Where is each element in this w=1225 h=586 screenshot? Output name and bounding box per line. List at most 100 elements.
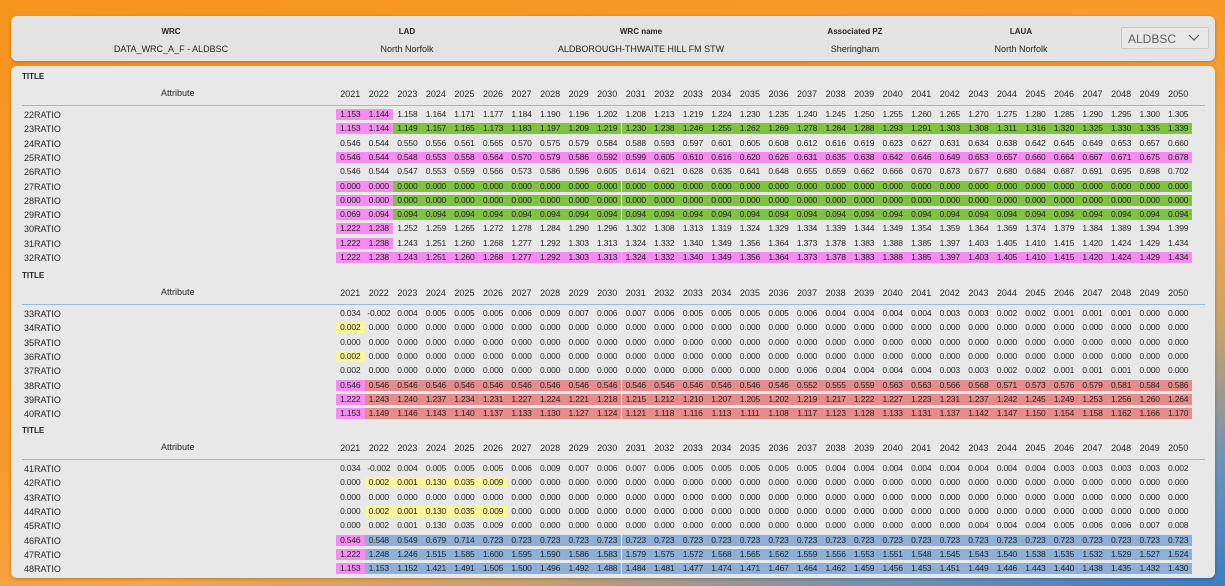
- year-column-header[interactable]: 2032: [654, 89, 675, 99]
- year-column-header[interactable]: 2050: [1168, 443, 1189, 453]
- year-column-header[interactable]: 2023: [397, 443, 418, 453]
- year-column-header[interactable]: 2038: [825, 443, 846, 453]
- year-column-header[interactable]: 2025: [454, 443, 475, 453]
- year-column-header[interactable]: 2034: [711, 443, 732, 453]
- year-column-header[interactable]: 2040: [882, 288, 903, 298]
- year-column-header[interactable]: 2024: [425, 288, 446, 298]
- attribute-column-header[interactable]: Attribute: [161, 88, 195, 98]
- year-column-header[interactable]: 2021: [340, 443, 361, 453]
- year-column-header[interactable]: 2032: [654, 443, 675, 453]
- year-column-header[interactable]: 2026: [482, 443, 504, 453]
- matrix-cell: 1.559: [792, 548, 822, 560]
- year-column-header[interactable]: 2050: [1168, 288, 1189, 298]
- year-column-header[interactable]: 2040: [882, 89, 903, 99]
- year-column-header[interactable]: 2043: [968, 288, 989, 298]
- year-column-header[interactable]: 2049: [1139, 443, 1160, 453]
- year-column-header[interactable]: 2030: [597, 288, 618, 298]
- year-column-header[interactable]: 2044: [996, 443, 1017, 453]
- matrix-cell: 1.177: [482, 109, 504, 119]
- year-column-header[interactable]: 2049: [1139, 288, 1160, 298]
- year-column-header[interactable]: 2043: [968, 89, 989, 99]
- year-column-header[interactable]: 2034: [711, 288, 732, 298]
- year-column-header[interactable]: 2045: [1025, 443, 1046, 453]
- year-column-header[interactable]: 2041: [911, 89, 932, 99]
- year-column-header[interactable]: 2036: [768, 89, 789, 99]
- year-column-header[interactable]: 2023: [397, 288, 418, 298]
- year-column-header[interactable]: 2048: [1111, 89, 1132, 99]
- year-column-header[interactable]: 2031: [625, 89, 646, 99]
- year-column-header[interactable]: 2036: [768, 443, 789, 453]
- year-column-header[interactable]: 2025: [454, 288, 475, 298]
- year-column-header[interactable]: 2038: [825, 89, 846, 99]
- year-column-header[interactable]: 2035: [739, 89, 760, 99]
- year-column-header[interactable]: 2035: [739, 288, 760, 298]
- year-column-header[interactable]: 2042: [939, 89, 960, 99]
- year-column-header[interactable]: 2029: [568, 443, 589, 453]
- year-column-header[interactable]: 2041: [911, 443, 932, 453]
- year-column-header[interactable]: 2043: [968, 443, 989, 453]
- year-column-header[interactable]: 2045: [1025, 288, 1046, 298]
- year-column-header[interactable]: 2034: [711, 89, 732, 99]
- year-column-header[interactable]: 2042: [939, 443, 960, 453]
- attribute-column-header[interactable]: Attribute: [161, 442, 195, 452]
- row-label: 28RATIO: [24, 195, 61, 206]
- year-column-header[interactable]: 2042: [939, 288, 960, 298]
- year-column-header[interactable]: 2021: [340, 89, 361, 99]
- year-column-header[interactable]: 2028: [540, 89, 561, 99]
- year-column-header[interactable]: 2040: [882, 443, 903, 453]
- year-column-header[interactable]: 2028: [540, 443, 561, 453]
- year-column-header[interactable]: 2029: [568, 288, 589, 298]
- year-column-header[interactable]: 2046: [1053, 443, 1075, 453]
- year-column-header[interactable]: 2044: [996, 89, 1017, 99]
- year-column-header[interactable]: 2022: [368, 89, 389, 99]
- year-column-header[interactable]: 2037: [797, 443, 818, 453]
- year-column-header[interactable]: 2036: [768, 288, 789, 298]
- year-column-header[interactable]: 2027: [511, 288, 532, 298]
- year-column-header[interactable]: 2039: [854, 443, 875, 453]
- year-column-header[interactable]: 2039: [854, 89, 875, 99]
- year-column-header[interactable]: 2031: [625, 443, 646, 453]
- matrix-cell: 0.000: [939, 520, 960, 531]
- year-column-header[interactable]: 2037: [797, 288, 818, 298]
- year-column-header[interactable]: 2030: [597, 443, 618, 453]
- year-column-header[interactable]: 2045: [1025, 89, 1046, 99]
- year-column-header[interactable]: 2022: [368, 443, 389, 453]
- year-column-header[interactable]: 2030: [597, 89, 618, 99]
- year-column-header[interactable]: 2033: [682, 89, 703, 99]
- year-column-header[interactable]: 2046: [1053, 89, 1075, 99]
- year-column-header[interactable]: 2023: [397, 89, 418, 99]
- year-column-header[interactable]: 2033: [682, 288, 703, 298]
- year-column-header[interactable]: 2041: [911, 288, 932, 298]
- year-column-header[interactable]: 2047: [1082, 443, 1103, 453]
- year-column-header[interactable]: 2025: [454, 89, 475, 99]
- attribute-column-header[interactable]: Attribute: [161, 287, 195, 297]
- year-column-header[interactable]: 2026: [482, 288, 504, 298]
- row-label: 22RATIO: [24, 110, 61, 120]
- matrix-cell: 0.000: [1168, 350, 1189, 361]
- year-column-header[interactable]: 2049: [1139, 89, 1160, 99]
- year-column-header[interactable]: 2022: [368, 288, 389, 298]
- year-column-header[interactable]: 2024: [425, 443, 446, 453]
- year-column-header[interactable]: 2021: [340, 288, 361, 298]
- year-column-header[interactable]: 2035: [739, 443, 760, 453]
- year-column-header[interactable]: 2026: [482, 89, 504, 99]
- year-column-header[interactable]: 2031: [625, 288, 646, 298]
- year-column-header[interactable]: 2033: [682, 443, 703, 453]
- year-column-header[interactable]: 2038: [825, 288, 846, 298]
- wrc-dropdown[interactable]: ALDBSC: [1121, 27, 1209, 49]
- year-column-header[interactable]: 2027: [511, 443, 532, 453]
- year-column-header[interactable]: 2050: [1168, 89, 1189, 99]
- year-column-header[interactable]: 2047: [1082, 288, 1103, 298]
- year-column-header[interactable]: 2037: [797, 89, 818, 99]
- year-column-header[interactable]: 2039: [854, 288, 875, 298]
- year-column-header[interactable]: 2027: [511, 89, 532, 99]
- year-column-header[interactable]: 2024: [425, 89, 446, 99]
- year-column-header[interactable]: 2044: [996, 288, 1017, 298]
- year-column-header[interactable]: 2028: [540, 288, 561, 298]
- year-column-header[interactable]: 2032: [654, 288, 675, 298]
- year-column-header[interactable]: 2047: [1082, 89, 1103, 99]
- year-column-header[interactable]: 2029: [568, 89, 589, 99]
- year-column-header[interactable]: 2048: [1111, 443, 1132, 453]
- year-column-header[interactable]: 2046: [1053, 288, 1075, 298]
- year-column-header[interactable]: 2048: [1111, 288, 1132, 298]
